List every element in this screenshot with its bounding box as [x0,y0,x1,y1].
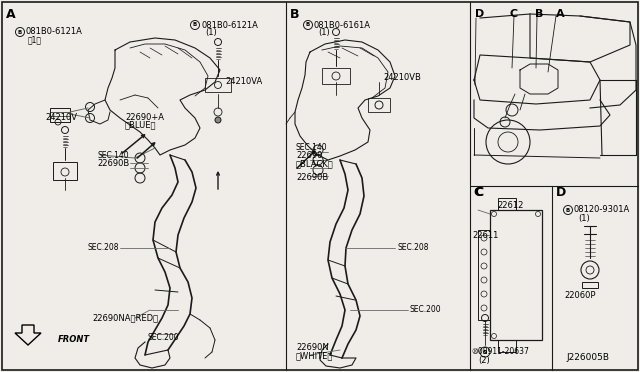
Text: 24210VA: 24210VA [225,77,262,87]
Text: 22612: 22612 [497,201,524,209]
Text: C: C [473,186,482,199]
Text: A: A [556,9,564,19]
Text: 22611: 22611 [472,231,499,240]
Text: 〈1〉: 〈1〉 [28,35,42,45]
Bar [368,98,390,112]
Text: A: A [6,7,15,20]
Bar [322,68,350,84]
Text: SEC.200: SEC.200 [148,334,180,343]
Text: SEC.140: SEC.140 [296,144,328,153]
Bar [498,198,516,210]
Text: SEC.200: SEC.200 [410,305,442,314]
Text: 22690NA〈RED〉: 22690NA〈RED〉 [92,314,158,323]
Text: B: B [535,9,543,19]
Text: 22690B: 22690B [296,173,328,183]
Bar [478,230,490,320]
Text: (1): (1) [205,29,217,38]
Text: 081B0-6161A: 081B0-6161A [314,20,371,29]
Text: 22690N: 22690N [296,343,329,353]
Text: FRONT: FRONT [58,336,90,344]
Text: D: D [475,9,484,19]
Bar [53,162,77,180]
Text: J226005B: J226005B [566,353,609,362]
Text: SEC.208: SEC.208 [397,244,429,253]
Text: 22690B: 22690B [97,158,129,167]
Text: 〈WHITE〉: 〈WHITE〉 [296,352,333,360]
Text: 22060P: 22060P [564,291,595,299]
Text: ⑩08911-20637: ⑩08911-20637 [471,347,529,356]
Text: (1): (1) [578,214,589,222]
Text: B: B [193,22,197,28]
Circle shape [215,117,221,123]
Text: C: C [474,186,483,199]
Bar [582,282,598,288]
Text: 081B0-6121A: 081B0-6121A [201,20,258,29]
Text: SEC.140: SEC.140 [97,151,129,160]
Text: 24210V: 24210V [45,112,77,122]
Text: C: C [510,9,518,19]
Bar [498,340,516,352]
Text: 22690+A: 22690+A [125,112,164,122]
Text: B: B [306,22,310,28]
Text: 〈BLUE〉: 〈BLUE〉 [125,121,157,129]
Text: (1): (1) [318,29,330,38]
Text: 22690: 22690 [296,151,323,160]
Text: N: N [483,350,487,355]
Text: B: B [290,7,300,20]
Text: 24210VB: 24210VB [383,74,421,83]
Text: B: B [566,208,570,212]
Bar [490,210,542,340]
Text: 〈BLACK〉: 〈BLACK〉 [296,160,333,169]
Text: (2): (2) [478,356,490,365]
Text: 081B0-6121A: 081B0-6121A [26,28,83,36]
Bar [205,78,231,92]
Text: B: B [18,29,22,35]
Bar [50,108,70,122]
Text: SEC.208: SEC.208 [87,244,118,253]
Text: 08120-9301A: 08120-9301A [574,205,630,215]
Text: D: D [556,186,566,199]
